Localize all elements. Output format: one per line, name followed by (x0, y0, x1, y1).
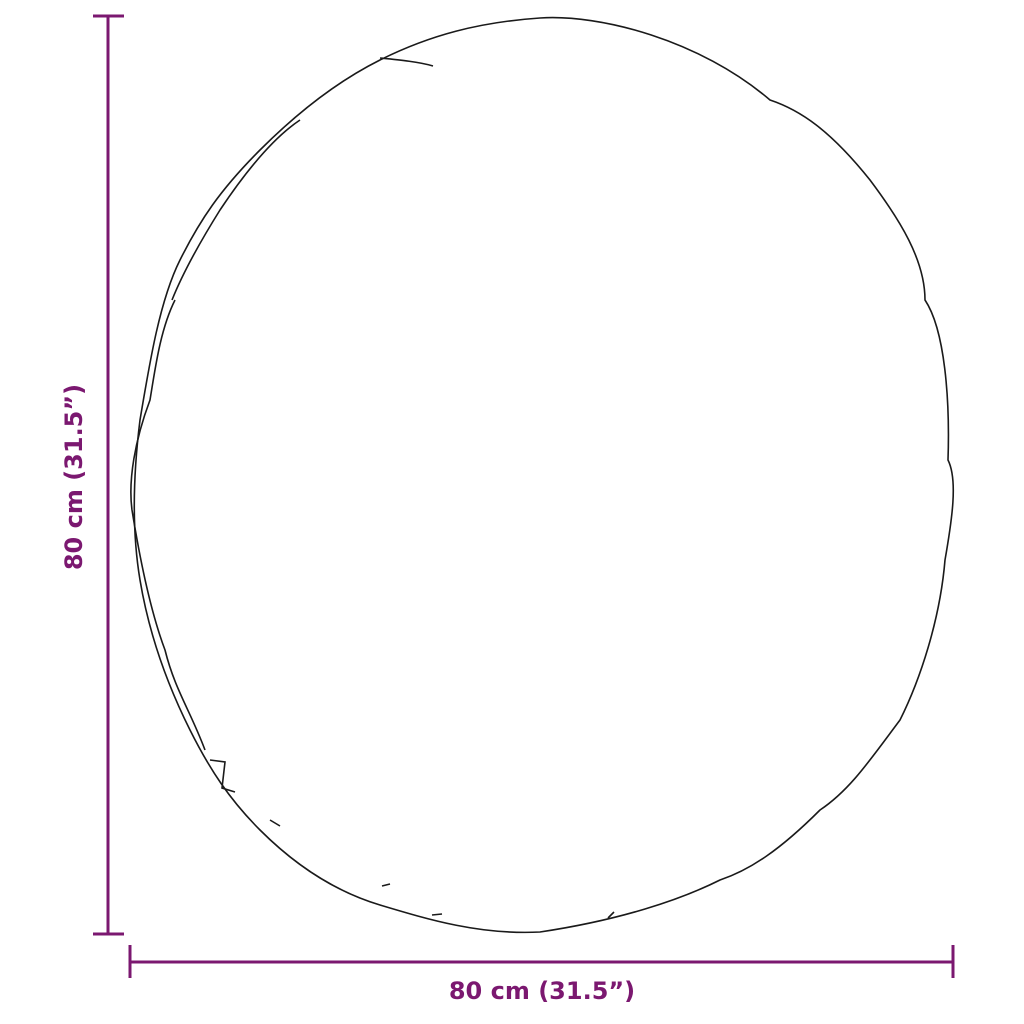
mirror-outline (130, 16, 955, 934)
width-label: 80 cm (31.5”) (448, 977, 636, 1005)
width-dimension-line (128, 945, 955, 978)
height-dimension-line (93, 14, 124, 936)
height-label: 80 cm (31.5”) (60, 383, 88, 571)
